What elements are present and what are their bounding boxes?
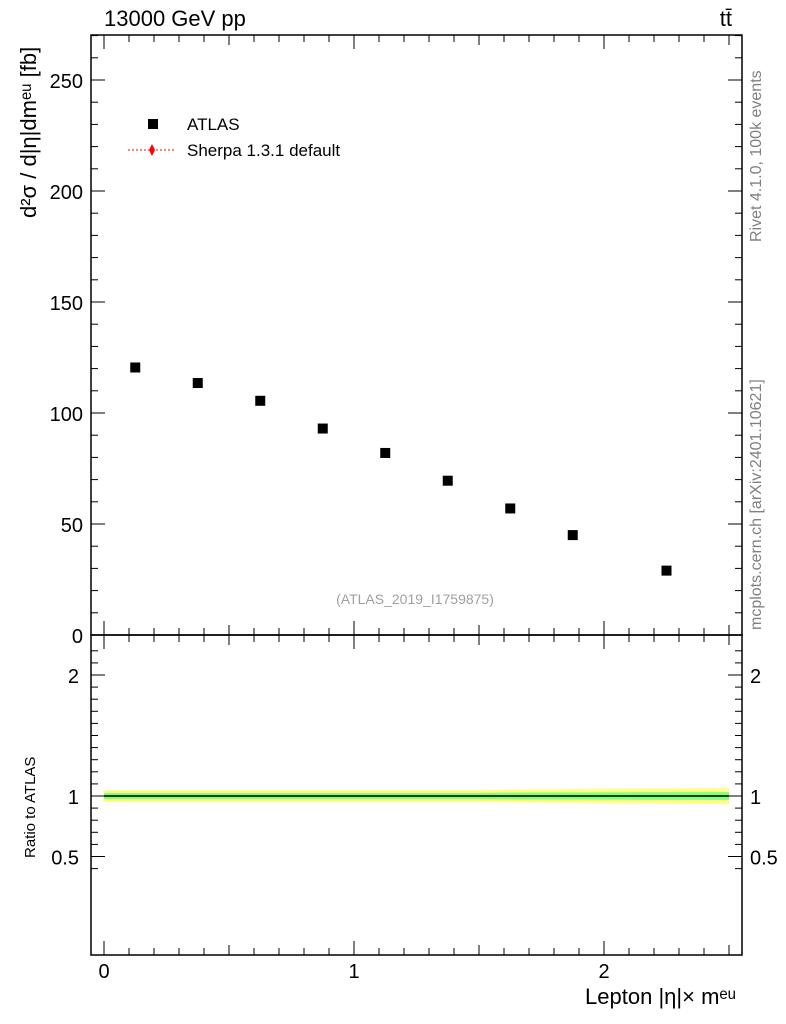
ratio-y-tick-label: 1 (68, 787, 79, 809)
atlas-data-point (505, 503, 516, 514)
energy-label: 13000 GeV pp (104, 6, 246, 31)
legend-data-marker (148, 119, 158, 129)
y-tick-label: 0 (72, 626, 83, 648)
legend-mc-marker (149, 144, 155, 156)
atlas-data-point (442, 475, 453, 486)
y-tick-label: 100 (50, 404, 83, 426)
x-tick-label: 1 (348, 961, 359, 983)
y-tick-label: 50 (61, 515, 83, 537)
analysis-watermark: (ATLAS_2019_I1759875) (336, 591, 494, 607)
atlas-data-point (192, 378, 203, 389)
atlas-data-point (661, 565, 672, 576)
ratio-y-tick-label: 2 (68, 666, 79, 688)
x-tick-label: 2 (598, 961, 609, 983)
atlas-data-point (130, 362, 141, 373)
ratio-frame-border (90, 634, 743, 956)
legend-data-label: ATLAS (187, 115, 240, 134)
x-tick-label: 0 (98, 961, 109, 983)
legend-mc-label: Sherpa 1.3.1 default (187, 141, 340, 160)
y-tick-label: 200 (50, 182, 83, 204)
atlas-data-point (380, 447, 391, 458)
ratio-y-tick-label-right: 0.5 (750, 848, 778, 870)
process-label: tt̄ (719, 6, 732, 31)
ratio-y-tick-label: 0.5 (51, 848, 79, 870)
atlas-data-point (255, 395, 266, 406)
atlas-data-point (317, 423, 328, 434)
legend: ATLAS Sherpa 1.3.1 default (128, 115, 340, 160)
ratio-panel: 0.5 0.5 1 1 2 2 0 1 2 (51, 634, 778, 983)
ratio-y-tick-label-right: 2 (750, 666, 761, 688)
atlas-data-point (567, 530, 578, 541)
y-tick-label: 250 (50, 71, 83, 93)
y-tick-label: 150 (50, 293, 83, 315)
ratio-y-tick-label-right: 1 (750, 787, 761, 809)
x-axis-label: Lepton |η|× mᵉᵘ (585, 984, 736, 1009)
